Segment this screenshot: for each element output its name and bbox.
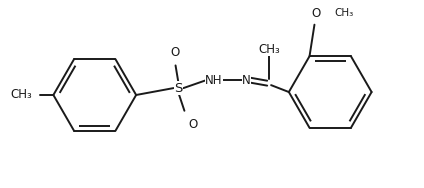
- Text: O: O: [312, 7, 321, 20]
- Text: NH: NH: [205, 74, 223, 87]
- Text: CH₃: CH₃: [334, 8, 354, 18]
- Text: CH₃: CH₃: [10, 89, 32, 102]
- Text: CH₃: CH₃: [258, 43, 280, 56]
- Text: N: N: [242, 74, 251, 87]
- Text: O: O: [188, 118, 198, 131]
- Text: S: S: [174, 82, 183, 95]
- Text: O: O: [170, 45, 179, 58]
